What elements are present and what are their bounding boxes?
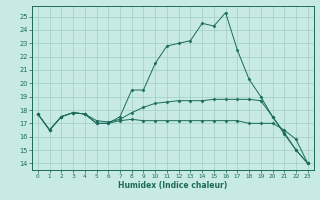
X-axis label: Humidex (Indice chaleur): Humidex (Indice chaleur) [118, 181, 228, 190]
